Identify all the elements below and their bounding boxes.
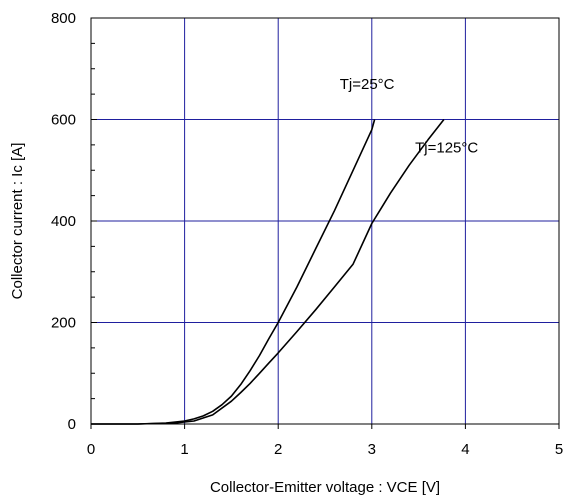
x-tick-label: 4 — [461, 441, 469, 458]
grid — [91, 18, 559, 424]
x-tick-label: 5 — [555, 441, 563, 458]
y-axis-label: Collector current : Ic [A] — [9, 143, 26, 300]
series-annotation-1: Tj=25°C — [340, 76, 395, 93]
x-tick-label: 2 — [274, 441, 282, 458]
y-axis-ticks: 0 200 400 600 800 — [51, 10, 97, 433]
series-line-2 — [91, 119, 445, 425]
x-tick-label: 0 — [87, 441, 95, 458]
x-axis-label: Collector-Emitter voltage : VCE [V] — [210, 479, 440, 496]
y-tick-label: 0 — [68, 416, 76, 433]
series-curves — [91, 119, 445, 425]
series-line-1 — [91, 119, 376, 425]
y-tick-label: 200 — [51, 315, 76, 332]
x-tick-label: 1 — [180, 441, 188, 458]
y-tick-label: 800 — [51, 10, 76, 27]
x-axis-ticks: 0 1 2 3 4 5 — [87, 424, 563, 458]
x-tick-label: 3 — [368, 441, 376, 458]
y-tick-label: 600 — [51, 112, 76, 129]
annotations: Tj=25°C Tj=125°C — [340, 76, 479, 156]
y-tick-label: 400 — [51, 213, 76, 230]
series-annotation-2: Tj=125°C — [415, 139, 478, 156]
